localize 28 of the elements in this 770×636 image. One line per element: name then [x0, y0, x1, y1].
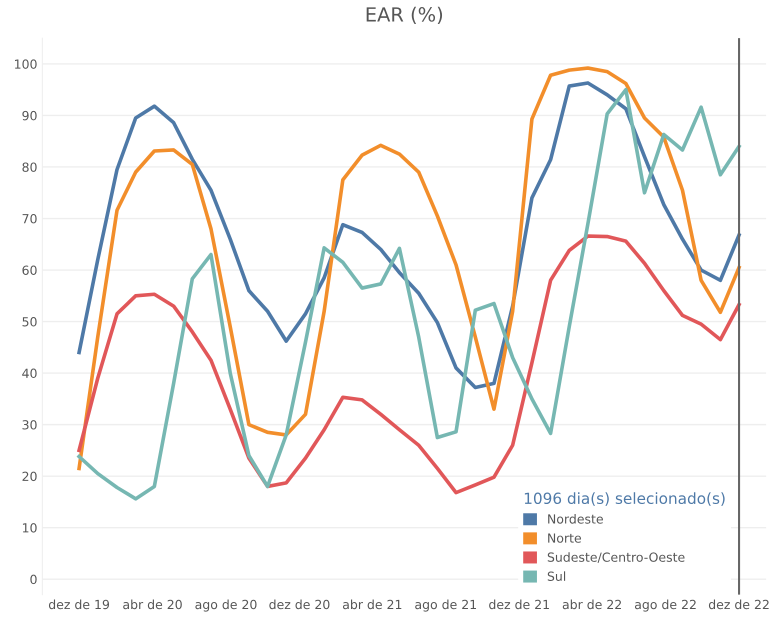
x-tick-label: dez de 19	[48, 600, 110, 610]
x-tick-label: dez de 20	[269, 600, 330, 610]
x-tick-label: dez de 21	[489, 600, 549, 610]
y-tick-label: 10	[22, 523, 37, 533]
y-tick-label: 60	[22, 266, 37, 275]
y-tick-label: 40	[22, 368, 37, 378]
x-tick-label: ago de 20	[195, 600, 257, 612]
y-tick-label: 0	[30, 574, 37, 584]
line-series	[77, 81, 741, 390]
legend-title: 1096 dia(s) selecionado(s)	[524, 492, 725, 506]
y-tick-label: 100	[15, 59, 37, 69]
y-tick-label: 50	[22, 317, 37, 326]
y-tick-label: 30	[22, 420, 37, 430]
legend-label: Sudeste/Centro-Oeste	[548, 552, 685, 563]
x-tick-label: abr de 20	[123, 600, 182, 610]
x-tick-label: ago de 21	[415, 600, 476, 612]
y-tick-label: 20	[22, 472, 37, 482]
chart-title: EAR (%)	[366, 6, 442, 24]
legend-label: Norte	[548, 534, 582, 543]
y-tick-label: 90	[22, 110, 37, 120]
x-tick-label: ago de 22	[634, 600, 696, 612]
y-tick-label: 70	[22, 214, 37, 224]
x-tick-label: dez de 22	[708, 600, 769, 610]
x-tick-label: abr de 21	[342, 600, 402, 610]
legend-label: Nordeste	[548, 514, 603, 524]
legend-label: Sul	[548, 571, 566, 581]
x-tick-label: abr de 22	[562, 600, 621, 610]
y-tick-label: 80	[22, 162, 37, 172]
